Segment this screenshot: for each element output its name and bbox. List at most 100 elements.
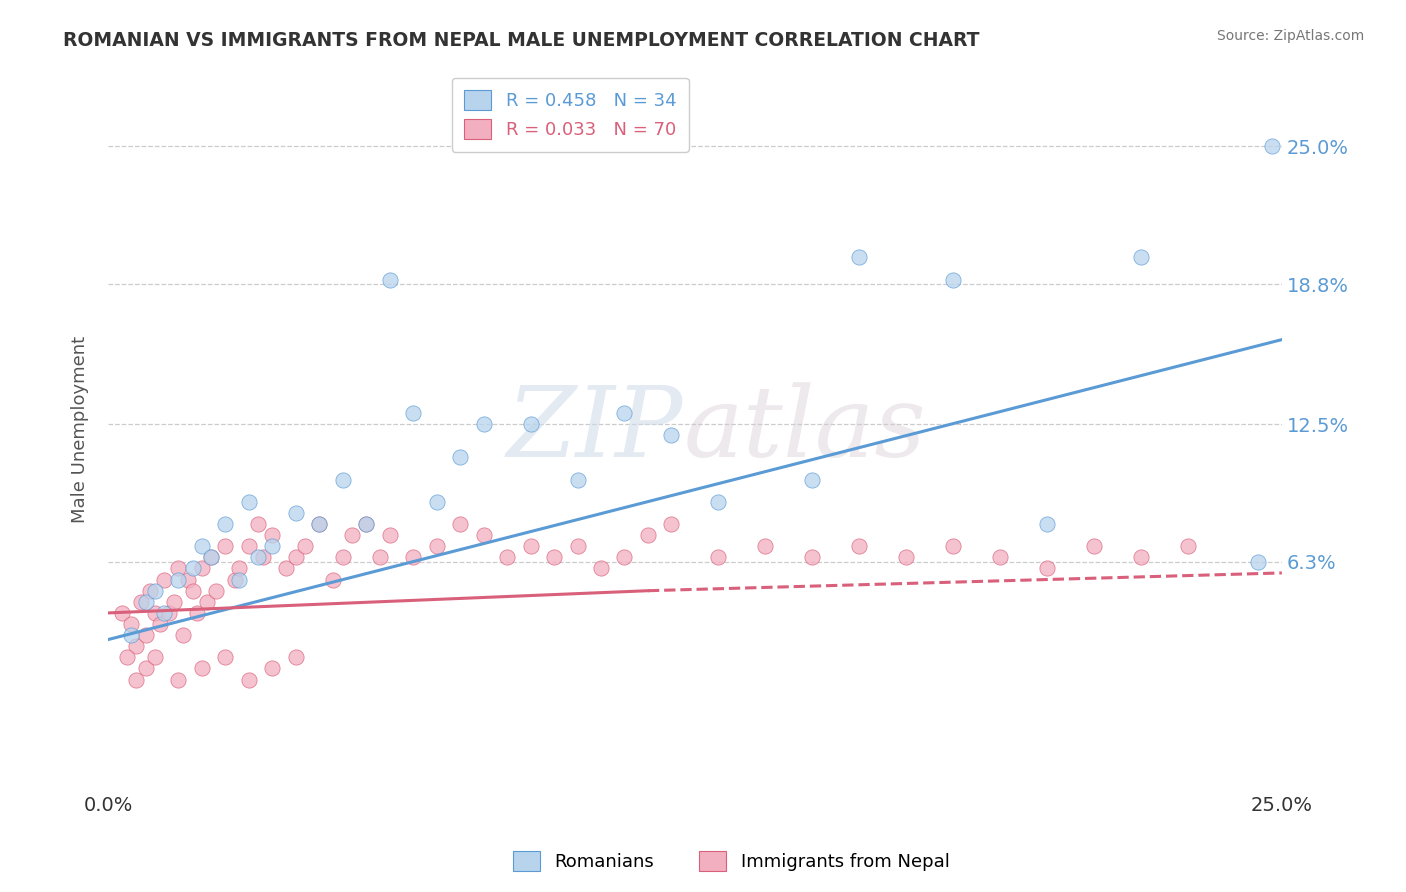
Point [276, 561, 298, 575]
Point [707, 495, 730, 509]
Point [181, 561, 204, 575]
Point [163, 595, 186, 609]
Point [167, 561, 190, 575]
Point [801, 473, 824, 487]
Point [801, 550, 824, 565]
Point [942, 539, 965, 553]
Point [707, 550, 730, 565]
Point [143, 606, 166, 620]
Point [322, 573, 344, 587]
Point [368, 550, 391, 565]
Point [224, 573, 246, 587]
Point [308, 516, 330, 531]
Point [332, 550, 354, 565]
Point [172, 628, 194, 642]
Point [1083, 539, 1105, 553]
Point [125, 673, 148, 687]
Point [567, 473, 589, 487]
Point [426, 539, 449, 553]
Point [1177, 539, 1199, 553]
Point [129, 595, 152, 609]
Point [1036, 561, 1059, 575]
Point [139, 583, 162, 598]
Point [472, 417, 495, 431]
Point [262, 539, 284, 553]
Text: ZIP: ZIP [508, 382, 683, 477]
Point [294, 539, 316, 553]
Point [332, 473, 354, 487]
Point [214, 516, 236, 531]
Point [449, 516, 471, 531]
Point [228, 561, 250, 575]
Point [519, 417, 541, 431]
Text: atlas: atlas [683, 382, 927, 477]
Point [519, 539, 541, 553]
Point [543, 550, 565, 565]
Point [153, 573, 176, 587]
Point [115, 650, 138, 665]
Point [247, 550, 270, 565]
Point [637, 528, 659, 542]
Point [848, 251, 870, 265]
Point [1130, 251, 1153, 265]
Point [426, 495, 449, 509]
Point [200, 550, 222, 565]
Point [195, 595, 218, 609]
Point [1261, 139, 1284, 153]
Point [988, 550, 1011, 565]
Point [284, 650, 307, 665]
Point [284, 550, 307, 565]
Point [589, 561, 612, 575]
Y-axis label: Male Unemployment: Male Unemployment [72, 336, 89, 524]
Point [661, 516, 683, 531]
Text: Source: ZipAtlas.com: Source: ZipAtlas.com [1216, 29, 1364, 43]
Point [143, 650, 166, 665]
Point [496, 550, 519, 565]
Point [111, 606, 134, 620]
Point [228, 573, 250, 587]
Point [200, 550, 222, 565]
Point [613, 550, 636, 565]
Legend: R = 0.458   N = 34, R = 0.033   N = 70: R = 0.458 N = 34, R = 0.033 N = 70 [451, 78, 689, 152]
Point [284, 506, 307, 520]
Point [378, 272, 401, 286]
Point [238, 673, 260, 687]
Point [214, 650, 236, 665]
Point [238, 539, 260, 553]
Point [149, 617, 172, 632]
Point [252, 550, 274, 565]
Point [177, 573, 200, 587]
Point [191, 661, 214, 675]
Point [449, 450, 471, 465]
Point [247, 516, 270, 531]
Point [167, 673, 190, 687]
Point [754, 539, 776, 553]
Point [308, 516, 330, 531]
Point [262, 661, 284, 675]
Point [1036, 516, 1059, 531]
Point [402, 550, 425, 565]
Point [1247, 555, 1270, 569]
Point [896, 550, 918, 565]
Point [121, 617, 143, 632]
Point [1130, 550, 1153, 565]
Legend: Romanians, Immigrants from Nepal: Romanians, Immigrants from Nepal [506, 844, 956, 879]
Point [157, 606, 180, 620]
Point [186, 606, 208, 620]
Point [378, 528, 401, 542]
Point [121, 628, 143, 642]
Text: ROMANIAN VS IMMIGRANTS FROM NEPAL MALE UNEMPLOYMENT CORRELATION CHART: ROMANIAN VS IMMIGRANTS FROM NEPAL MALE U… [63, 31, 980, 50]
Point [262, 528, 284, 542]
Point [567, 539, 589, 553]
Point [848, 539, 870, 553]
Point [354, 516, 377, 531]
Point [135, 595, 157, 609]
Point [340, 528, 363, 542]
Point [613, 406, 636, 420]
Point [191, 539, 214, 553]
Point [181, 583, 204, 598]
Point [135, 628, 157, 642]
Point [214, 539, 236, 553]
Point [191, 561, 214, 575]
Point [472, 528, 495, 542]
